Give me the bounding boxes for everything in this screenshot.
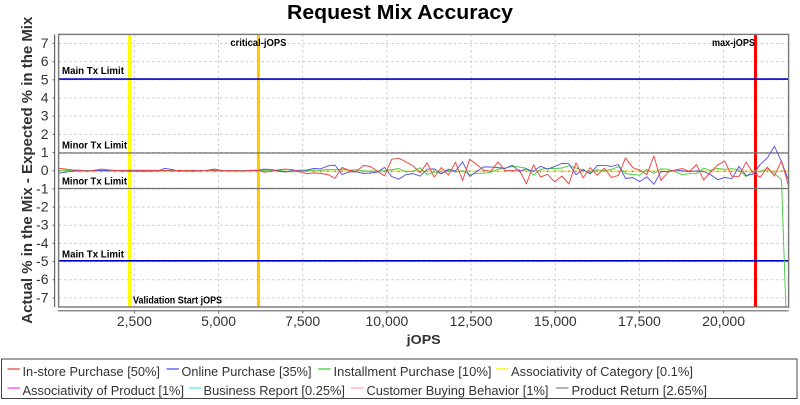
svg-text:jOPS: jOPS [406, 332, 441, 347]
svg-text:Actual % in the Mix - Expected: Actual % in the Mix - Expected % in the … [19, 16, 36, 324]
svg-text:20,000: 20,000 [702, 313, 745, 329]
svg-text:Installment Purchase [10%]: Installment Purchase [10%] [334, 364, 492, 379]
svg-text:Main Tx Limit: Main Tx Limit [62, 250, 125, 261]
svg-text:Online Purchase [35%]: Online Purchase [35%] [182, 364, 312, 379]
svg-text:5: 5 [41, 71, 49, 87]
svg-text:3: 3 [41, 108, 49, 124]
svg-text:Minor Tx Limit: Minor Tx Limit [62, 177, 128, 188]
svg-text:7,500: 7,500 [285, 313, 320, 329]
svg-text:0: 0 [41, 162, 49, 178]
svg-text:-1: -1 [36, 180, 49, 196]
svg-text:-4: -4 [36, 235, 49, 251]
svg-text:5,000: 5,000 [201, 313, 236, 329]
svg-text:1: 1 [41, 144, 49, 160]
svg-text:-2: -2 [36, 199, 49, 215]
svg-text:In-store Purchase [50%]: In-store Purchase [50%] [23, 364, 161, 379]
svg-text:Validation Start jOPS: Validation Start jOPS [133, 296, 222, 307]
svg-text:Product Return [2.65%]: Product Return [2.65%] [572, 383, 708, 398]
svg-text:7: 7 [41, 35, 49, 51]
svg-text:12,500: 12,500 [450, 313, 493, 329]
svg-text:critical-jOPS: critical-jOPS [230, 38, 286, 49]
svg-text:17,500: 17,500 [618, 313, 661, 329]
svg-text:max-jOPS: max-jOPS [712, 38, 755, 49]
svg-text:Business Report [0.25%]: Business Report [0.25%] [204, 383, 346, 398]
svg-text:10,000: 10,000 [365, 313, 408, 329]
svg-text:-6: -6 [36, 271, 49, 287]
svg-text:-5: -5 [36, 253, 49, 269]
svg-text:Minor Tx Limit: Minor Tx Limit [62, 141, 128, 152]
svg-text:Associativity of Product [1%]: Associativity of Product [1%] [23, 383, 185, 398]
svg-text:-7: -7 [36, 289, 49, 305]
svg-text:2,500: 2,500 [117, 313, 152, 329]
svg-text:Main Tx Limit: Main Tx Limit [62, 66, 125, 77]
svg-text:6: 6 [41, 53, 49, 69]
svg-text:2: 2 [41, 126, 49, 142]
svg-text:Associativity of Category [0.1: Associativity of Category [0.1%] [511, 364, 693, 379]
svg-text:Request Mix Accuracy: Request Mix Accuracy [287, 2, 514, 24]
svg-text:-3: -3 [36, 217, 49, 233]
svg-text:Customer Buying Behavior [1%]: Customer Buying Behavior [1%] [367, 383, 549, 398]
svg-text:4: 4 [41, 90, 49, 106]
svg-text:15,000: 15,000 [534, 313, 577, 329]
